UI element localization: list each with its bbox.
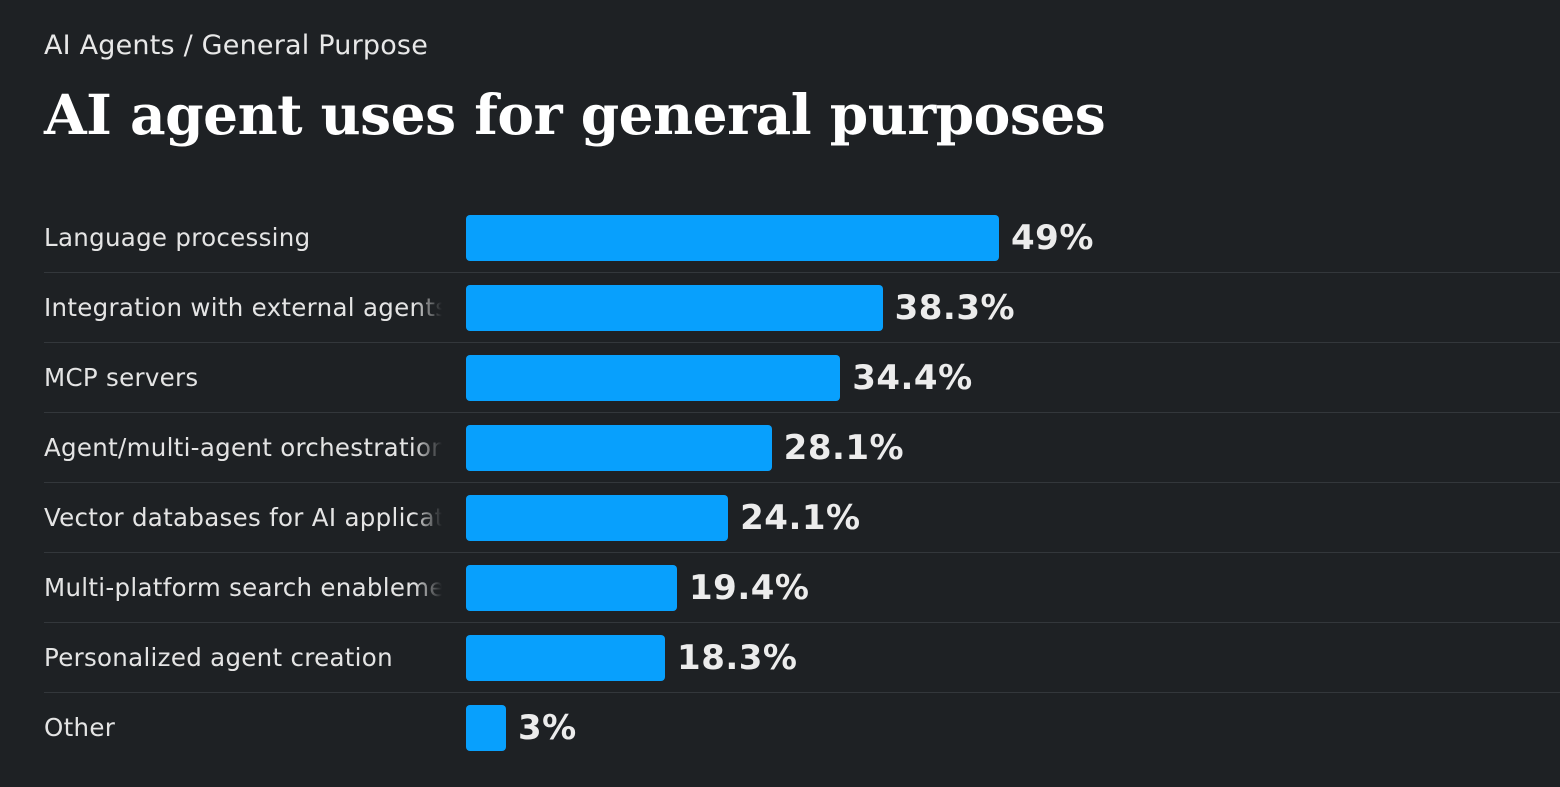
bar-row: Vector databases for AI applications 24.1…	[44, 483, 1560, 553]
bar[interactable]	[466, 285, 883, 331]
bar[interactable]	[466, 215, 999, 261]
bar[interactable]	[466, 565, 678, 611]
row-divider	[44, 552, 1560, 553]
bar-row: Language processing 49%	[44, 203, 1560, 273]
value-label: 3%	[518, 708, 577, 748]
bar[interactable]	[466, 355, 841, 401]
breadcrumb[interactable]: AI Agents / General Purpose	[44, 30, 429, 61]
row-divider	[44, 622, 1560, 623]
category-label: Vector databases for AI applications	[44, 503, 442, 532]
page-title: AI agent uses for general purposes	[44, 82, 1106, 147]
bar-chart: Language processing 49% Integration with e…	[44, 203, 1560, 773]
value-label: 24.1%	[740, 498, 861, 538]
bar-row: MCP servers 34.4%	[44, 343, 1560, 413]
bar[interactable]	[466, 495, 729, 541]
bar[interactable]	[466, 635, 666, 681]
value-label: 28.1%	[783, 428, 905, 468]
value-label: 18.3%	[677, 638, 798, 678]
bar[interactable]	[466, 425, 772, 471]
bar-row: Other 3%	[44, 693, 1560, 763]
category-label: Agent/multi-agent orchestration	[44, 433, 442, 462]
row-divider	[44, 342, 1560, 343]
category-label: Language processing	[44, 223, 311, 252]
row-divider	[44, 482, 1560, 483]
bar-row: Integration with external agents 38.3%	[44, 273, 1560, 343]
value-label: 19.4%	[689, 568, 810, 608]
bar-row: Agent/multi-agent orchestration 28.1%	[44, 413, 1560, 483]
bar[interactable]	[466, 705, 506, 751]
category-label: Multi-platform search enablement	[44, 573, 442, 602]
row-divider	[44, 412, 1560, 413]
category-label: Other	[44, 713, 116, 742]
category-label: Personalized agent creation	[44, 643, 393, 672]
bar-row: Multi-platform search enablement 19.4%	[44, 553, 1560, 623]
row-divider	[44, 272, 1560, 273]
bar-row: Personalized agent creation 18.3%	[44, 623, 1560, 693]
value-label: 38.3%	[894, 288, 1016, 328]
value-label: 49%	[1011, 218, 1094, 258]
category-label: MCP servers	[44, 363, 199, 392]
value-label: 34.4%	[852, 358, 973, 398]
row-divider	[44, 692, 1560, 693]
category-label: Integration with external agents	[44, 293, 442, 322]
